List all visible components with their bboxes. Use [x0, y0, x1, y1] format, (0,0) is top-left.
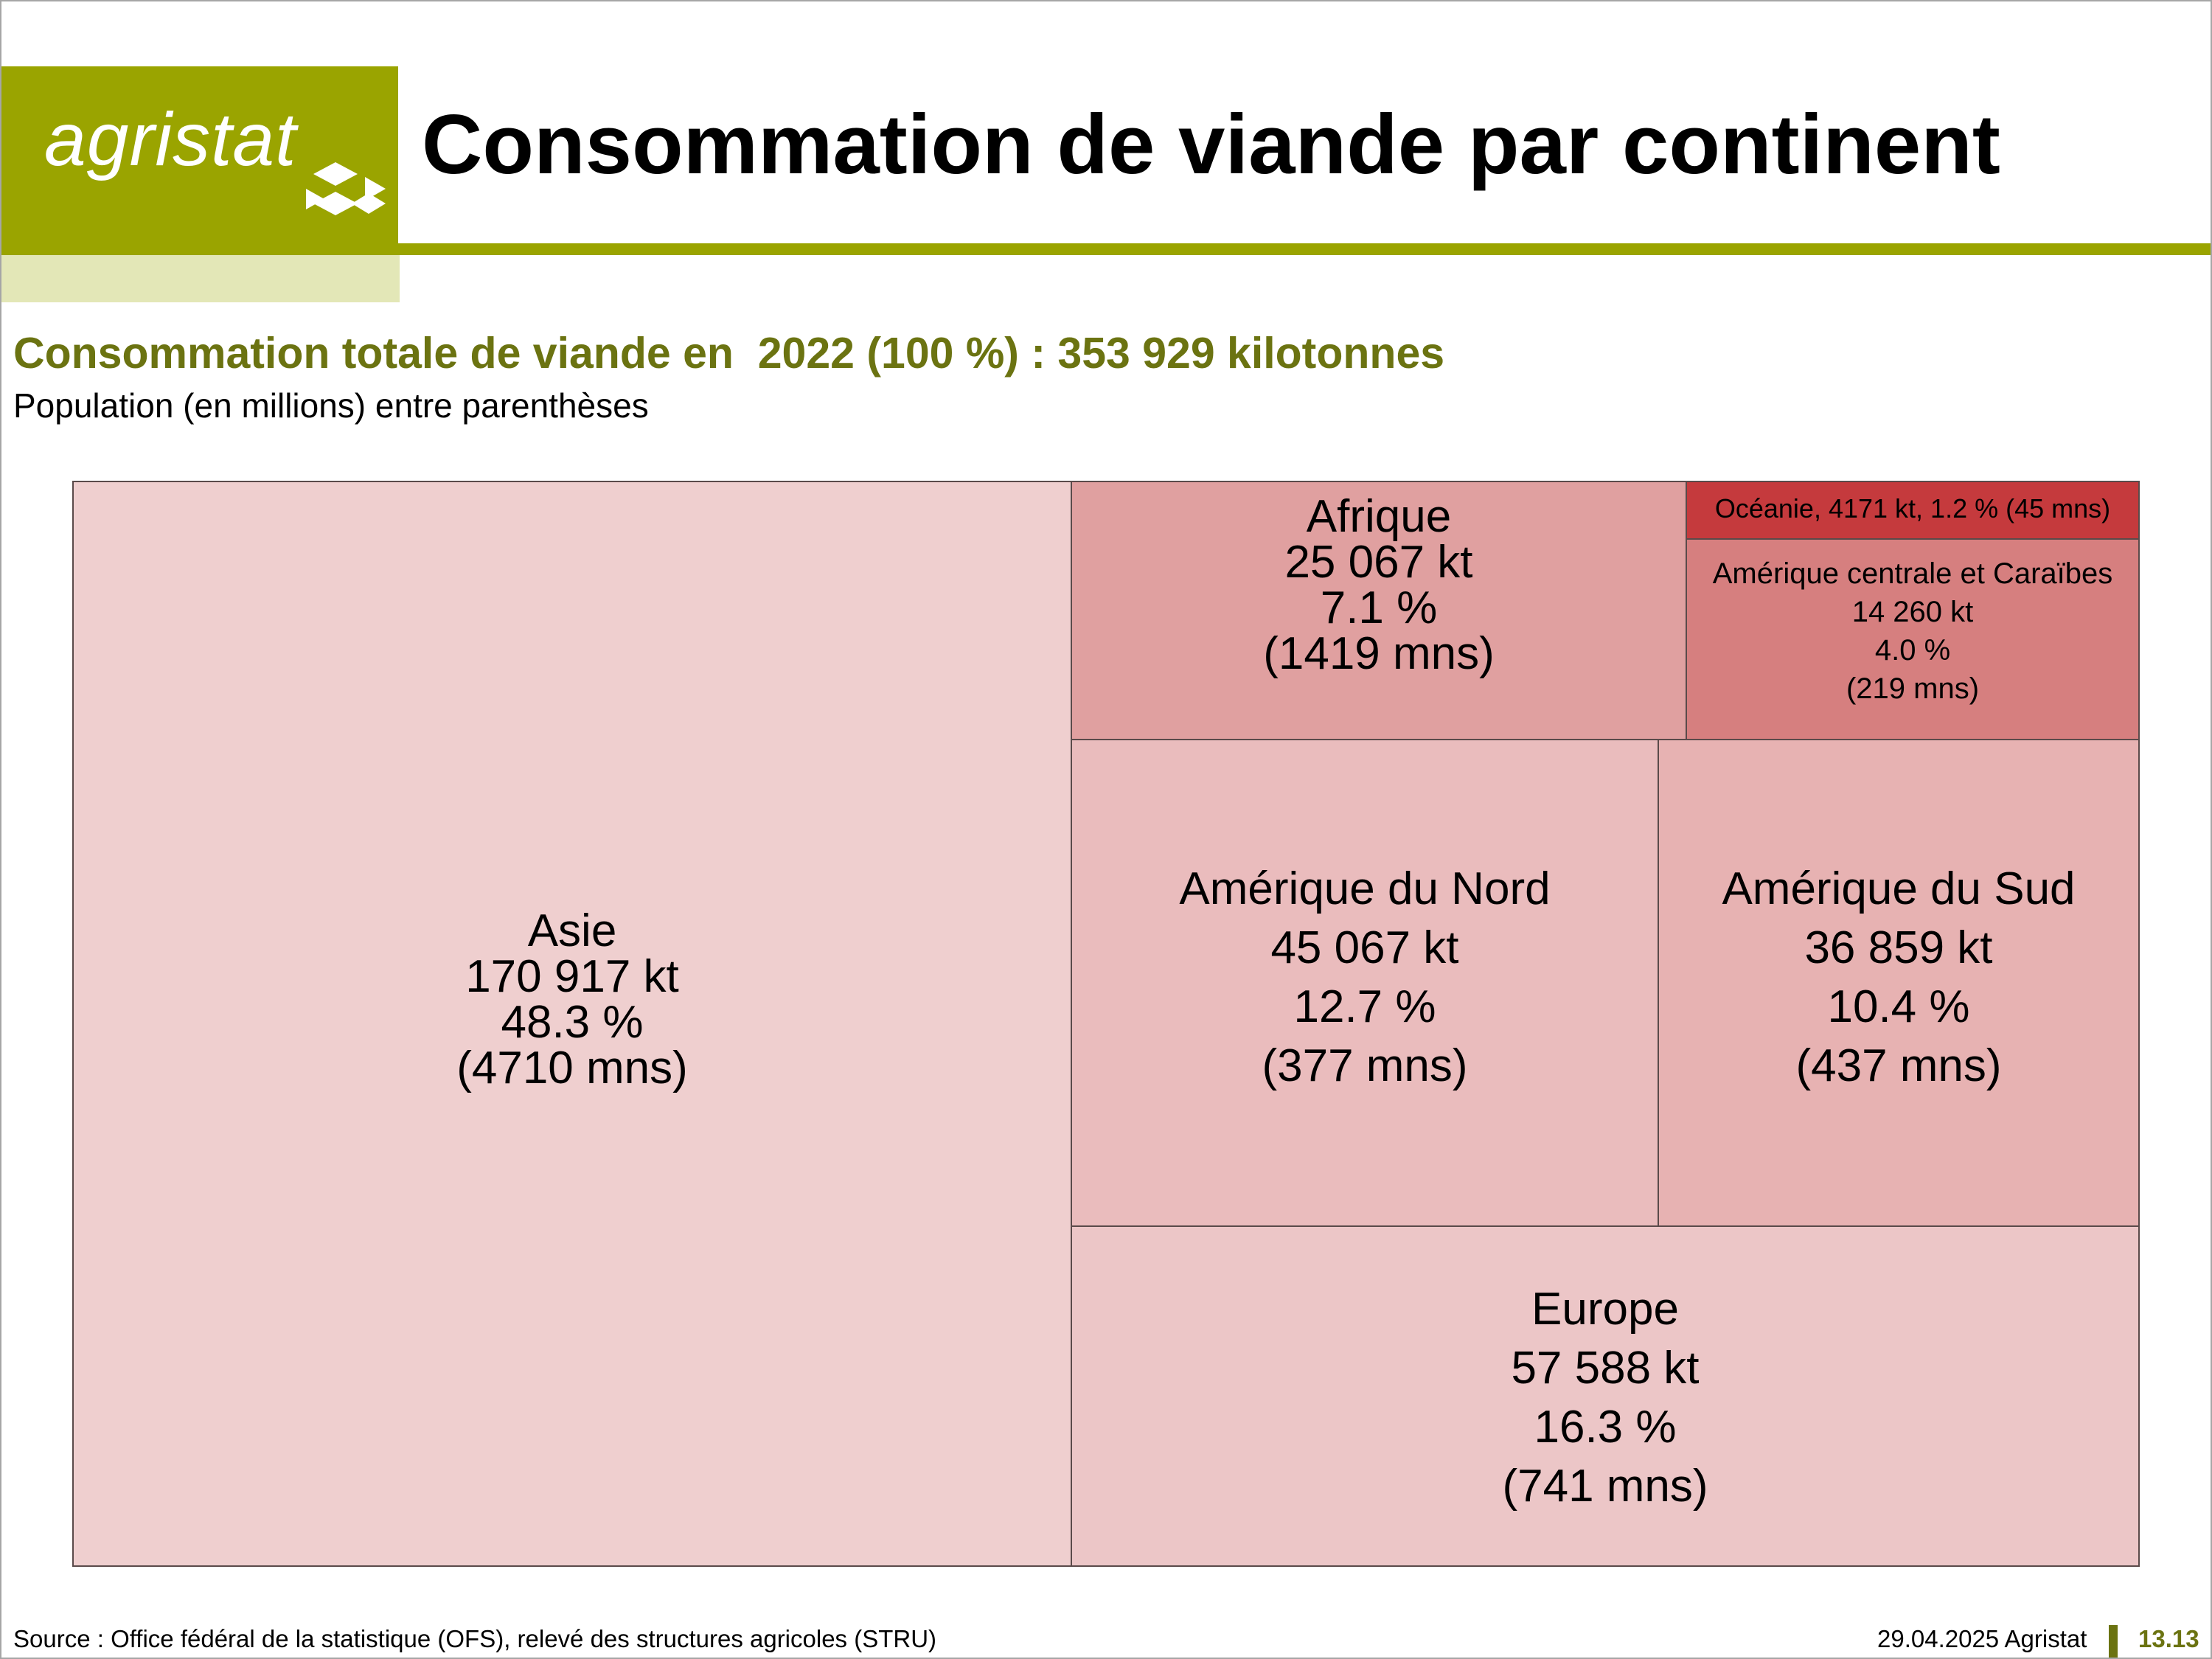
- tile-population: (437 mns): [1795, 1040, 2002, 1091]
- tile-value: 14 260 kt: [1851, 596, 1974, 628]
- tile-percent: 7.1 %: [1320, 582, 1438, 633]
- tile-afrique: Afrique 25 067 kt 7.1 % (1419 mns): [1071, 481, 1687, 740]
- tile-value: 170 917 kt: [465, 951, 679, 1002]
- chart-subtitle: Consommation totale de viande en 2022 (1…: [13, 329, 1445, 378]
- tile-percent: 48.3 %: [501, 997, 644, 1048]
- tile-label: Amérique du Sud: [1722, 863, 2076, 914]
- tile-label: Europe: [1531, 1284, 1679, 1335]
- page-number: 13.13: [2138, 1625, 2199, 1652]
- tile-percent: 16.3 %: [1534, 1402, 1677, 1453]
- treemap-chart: Asie 170 917 kt 48.3 % (4710 mns) Afriqu…: [72, 481, 2140, 1567]
- tile-amerique-du-nord: Amérique du Nord 45 067 kt 12.7 % (377 m…: [1071, 739, 1659, 1227]
- tile-percent: 12.7 %: [1293, 981, 1436, 1032]
- tile-value: 36 859 kt: [1804, 922, 1993, 973]
- tile-europe: Europe 57 588 kt 16.3 % (741 mns): [1071, 1225, 2140, 1567]
- footer-divider: [2109, 1625, 2118, 1658]
- tile-label: Océanie, 4171 kt, 1.2 % (45 mns): [1714, 493, 2111, 524]
- page-title: Consommation de viande par continent: [422, 98, 2000, 192]
- tile-population: (1419 mns): [1263, 628, 1495, 679]
- tile-label: Afrique: [1306, 491, 1452, 542]
- tile-value: 25 067 kt: [1284, 537, 1473, 588]
- tile-population: (377 mns): [1262, 1040, 1468, 1091]
- tile-percent: 4.0 %: [1874, 634, 1951, 667]
- tile-label: Amérique du Nord: [1179, 863, 1551, 914]
- logo-block: [1, 66, 398, 255]
- tile-label: Asie: [527, 905, 617, 956]
- logo-diamonds-icon: [306, 162, 386, 215]
- logo-underlay: [1, 255, 400, 302]
- tile-amerique-centrale: Amérique centrale et Caraïbes 14 260 kt …: [1686, 538, 2140, 740]
- tile-population: (741 mns): [1502, 1461, 1708, 1512]
- tile-asie: Asie 170 917 kt 48.3 % (4710 mns): [72, 481, 1072, 1567]
- tile-label: Amérique centrale et Caraïbes: [1712, 557, 2113, 590]
- tile-population: (4710 mns): [456, 1043, 688, 1093]
- tile-percent: 10.4 %: [1827, 981, 1970, 1032]
- tile-value: 45 067 kt: [1270, 922, 1459, 973]
- tile-population: (219 mns): [1846, 672, 1980, 705]
- tile-amerique-du-sud: Amérique du Sud 36 859 kt 10.4 % (437 mn…: [1658, 739, 2140, 1227]
- header-rule: [398, 243, 2211, 255]
- footer-source: Source : Office fédéral de la statistiqu…: [13, 1625, 937, 1652]
- population-note: Population (en millions) entre parenthès…: [13, 386, 649, 425]
- logo-text: agristat: [44, 97, 297, 181]
- tile-oceanie: Océanie, 4171 kt, 1.2 % (45 mns): [1686, 481, 2140, 540]
- tile-value: 57 588 kt: [1511, 1343, 1700, 1394]
- footer-date: 29.04.2025 Agristat: [1877, 1625, 2087, 1652]
